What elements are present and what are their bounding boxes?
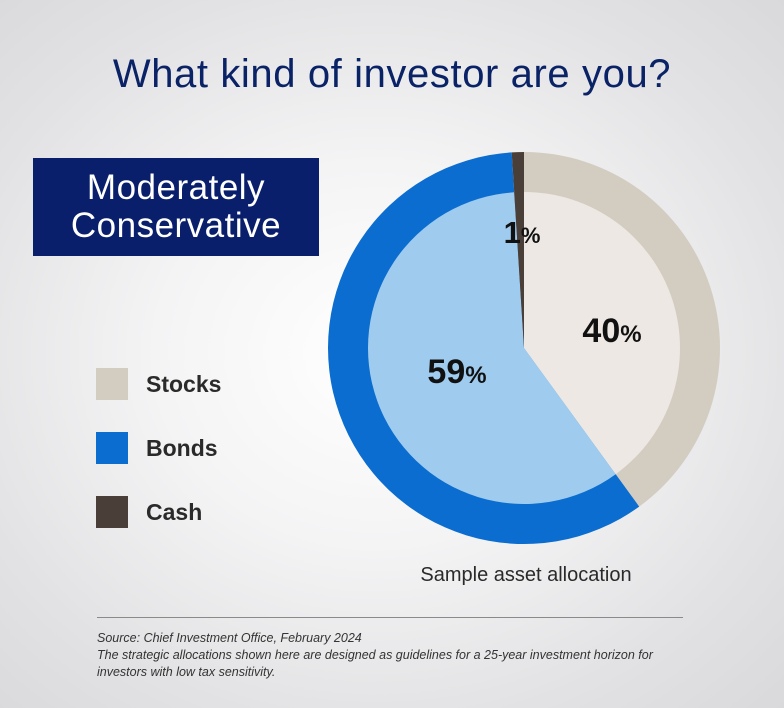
legend-item-bonds: Bonds xyxy=(96,432,218,464)
slice-inner-bonds xyxy=(367,192,616,505)
footnote: Source: Chief Investment Office, Februar… xyxy=(97,630,697,681)
legend-swatch-cash xyxy=(96,496,128,528)
page-title: What kind of investor are you? xyxy=(112,52,672,96)
data-label-cash: 1% xyxy=(504,215,541,250)
profile-line-2: Conservative xyxy=(70,206,282,245)
footnote-note: The strategic allocations shown here are… xyxy=(97,648,653,679)
slice-inner-stocks xyxy=(524,192,681,475)
source-label: Source: xyxy=(97,631,141,645)
data-label-stocks: 40% xyxy=(582,312,641,350)
legend-label-cash: Cash xyxy=(146,498,203,525)
legend-swatch-bonds xyxy=(96,432,128,464)
investor-profile-box: Moderately Conservative xyxy=(33,158,319,256)
legend-item-stocks: Stocks xyxy=(96,368,221,400)
footnote-divider xyxy=(97,617,683,618)
legend-item-cash: Cash xyxy=(96,496,202,528)
legend-label-stocks: Stocks xyxy=(146,370,222,397)
slice-inner-cash xyxy=(514,192,524,348)
source-text: Chief Investment Office, February 2024 xyxy=(143,631,362,645)
footnote-source-line: Source: Chief Investment Office, Februar… xyxy=(97,630,697,647)
legend-label-bonds: Bonds xyxy=(146,434,218,461)
data-label-bonds: 59% xyxy=(427,353,486,391)
legend-swatch-stocks xyxy=(96,368,128,400)
profile-line-1: Moderately xyxy=(86,168,266,207)
chart-caption: Sample asset allocation xyxy=(420,564,632,586)
